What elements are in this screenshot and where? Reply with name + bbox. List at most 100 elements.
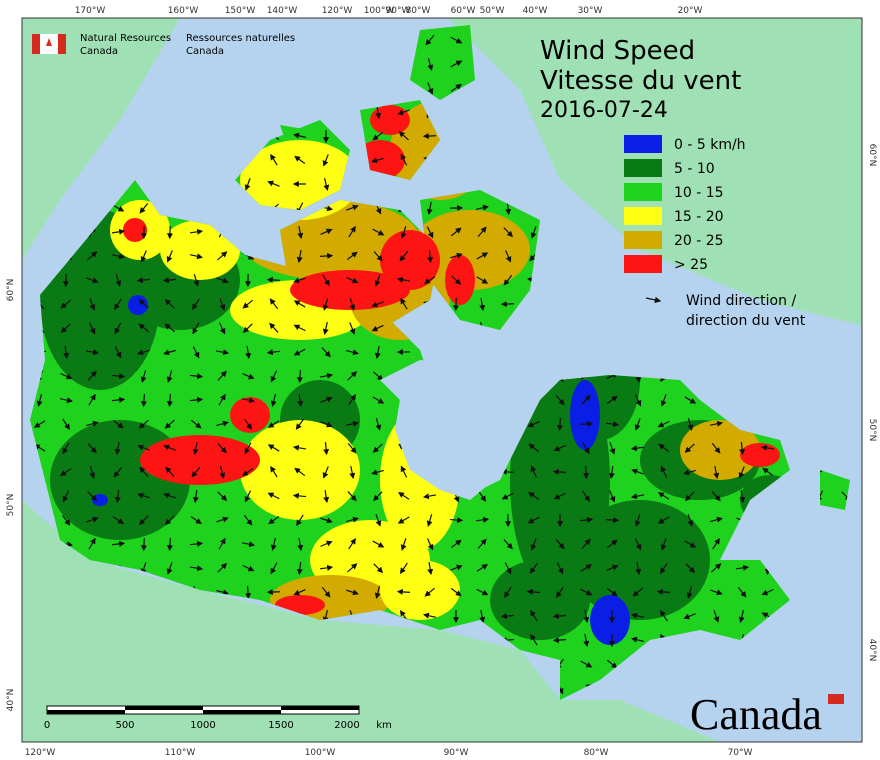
usa bbox=[22, 500, 720, 742]
wind-arrow bbox=[608, 465, 615, 480]
wind-arrow bbox=[349, 465, 356, 480]
wind-arrow bbox=[191, 466, 201, 478]
wind-arrow bbox=[426, 201, 433, 216]
wind-arrow bbox=[400, 538, 407, 551]
wind-arrow bbox=[476, 588, 489, 596]
wind-arrow bbox=[529, 562, 539, 574]
wind-arrow bbox=[631, 468, 644, 475]
wind-arrow bbox=[294, 467, 306, 477]
wind-arrow bbox=[192, 489, 199, 504]
wind-arrow bbox=[528, 443, 540, 453]
wind-arrow bbox=[322, 274, 330, 287]
wind-arrow bbox=[114, 322, 122, 335]
wind-arrow bbox=[739, 441, 746, 456]
wind-arrow bbox=[87, 370, 97, 381]
wind-arrow bbox=[659, 562, 668, 574]
wind-arrow bbox=[163, 444, 176, 451]
legend-label: 15 - 20 bbox=[674, 209, 724, 225]
wind-arrow bbox=[321, 347, 331, 358]
wind-arrow bbox=[424, 276, 436, 285]
wind-arrow bbox=[323, 489, 330, 504]
wordmark: Canada bbox=[690, 690, 822, 739]
wind-arrow bbox=[114, 489, 121, 504]
wind-arrow bbox=[293, 277, 306, 284]
wind-arrow bbox=[345, 420, 360, 427]
wind-arrow bbox=[166, 393, 173, 408]
wind-arrow bbox=[634, 418, 641, 431]
wind-arrow bbox=[86, 277, 99, 284]
wind-arrow bbox=[501, 492, 514, 500]
wind-zone bbox=[740, 443, 780, 467]
wind-arrow bbox=[266, 349, 281, 356]
wind-arrow bbox=[219, 466, 226, 479]
wind-arrow bbox=[346, 277, 359, 284]
wind-arrow bbox=[245, 345, 252, 360]
wind-arrow bbox=[427, 82, 434, 95]
wind-arrow bbox=[244, 178, 251, 191]
wind-arrow bbox=[270, 562, 278, 575]
wind-arrow bbox=[684, 491, 695, 502]
wind-arrow bbox=[500, 301, 515, 308]
wind-arrow bbox=[582, 490, 591, 502]
wind-arrow bbox=[528, 491, 540, 500]
wind-arrow bbox=[660, 538, 667, 551]
legend-label: 10 - 15 bbox=[674, 185, 724, 201]
wind-arrow bbox=[426, 538, 434, 551]
legend-swatch bbox=[624, 231, 662, 249]
wind-arrow bbox=[556, 562, 564, 575]
wind-arrow bbox=[396, 276, 411, 283]
wind-arrow bbox=[85, 349, 100, 356]
wind-arrow bbox=[556, 417, 563, 432]
wind-arrow bbox=[630, 493, 645, 500]
wind-arrow bbox=[87, 251, 98, 261]
wind-arrow bbox=[476, 564, 489, 572]
wind-arrow bbox=[112, 419, 124, 429]
wind-arrow bbox=[660, 394, 667, 407]
wind-arrow bbox=[606, 564, 619, 571]
wind-arrow bbox=[295, 418, 305, 430]
wind-arrow bbox=[321, 586, 331, 598]
wind-arrow bbox=[372, 540, 385, 548]
wind-arrow bbox=[450, 587, 462, 597]
agency-en: Canada bbox=[80, 46, 118, 57]
wind-arrow bbox=[137, 444, 150, 451]
wind-arrow bbox=[164, 419, 175, 429]
wind-arrow bbox=[398, 131, 409, 141]
wind-arrow bbox=[62, 490, 70, 503]
legend-label: 20 - 25 bbox=[674, 233, 724, 249]
wind-arrow bbox=[503, 227, 513, 238]
wind-arrow bbox=[634, 538, 642, 551]
wind-arrow bbox=[348, 394, 357, 406]
wind-arrow bbox=[297, 537, 304, 552]
wind-zone bbox=[290, 270, 410, 310]
wind-arrow bbox=[552, 613, 567, 620]
wind-arrow bbox=[217, 370, 227, 381]
wind-arrow bbox=[735, 564, 750, 571]
wind-arrow bbox=[684, 396, 697, 404]
wind-arrow bbox=[450, 60, 463, 68]
wind-arrow bbox=[371, 301, 384, 308]
wind-arrow bbox=[658, 443, 670, 453]
wind-arrow bbox=[375, 514, 382, 527]
wind-arrow bbox=[427, 249, 434, 264]
wind-arrow bbox=[347, 442, 357, 454]
wind-arrow bbox=[192, 346, 200, 359]
wind-arrow bbox=[346, 349, 359, 356]
wind-arrow bbox=[372, 131, 384, 141]
wind-arrow bbox=[450, 564, 463, 571]
wind-arrow bbox=[579, 516, 594, 523]
wind-arrow bbox=[711, 563, 722, 573]
wind-arrow bbox=[552, 468, 567, 475]
wind-arrow bbox=[371, 324, 384, 332]
wind-arrow bbox=[657, 516, 670, 524]
wind-arrow bbox=[140, 370, 147, 383]
wind-arrow bbox=[530, 633, 538, 646]
wind-arrow bbox=[217, 491, 228, 501]
wind-arrow bbox=[61, 514, 71, 526]
graticule-label: 90°W bbox=[386, 6, 411, 16]
wind-arrow bbox=[193, 274, 200, 287]
scale-label: km bbox=[376, 720, 392, 731]
wind-arrow bbox=[346, 516, 359, 523]
wind-arrow bbox=[710, 516, 723, 523]
